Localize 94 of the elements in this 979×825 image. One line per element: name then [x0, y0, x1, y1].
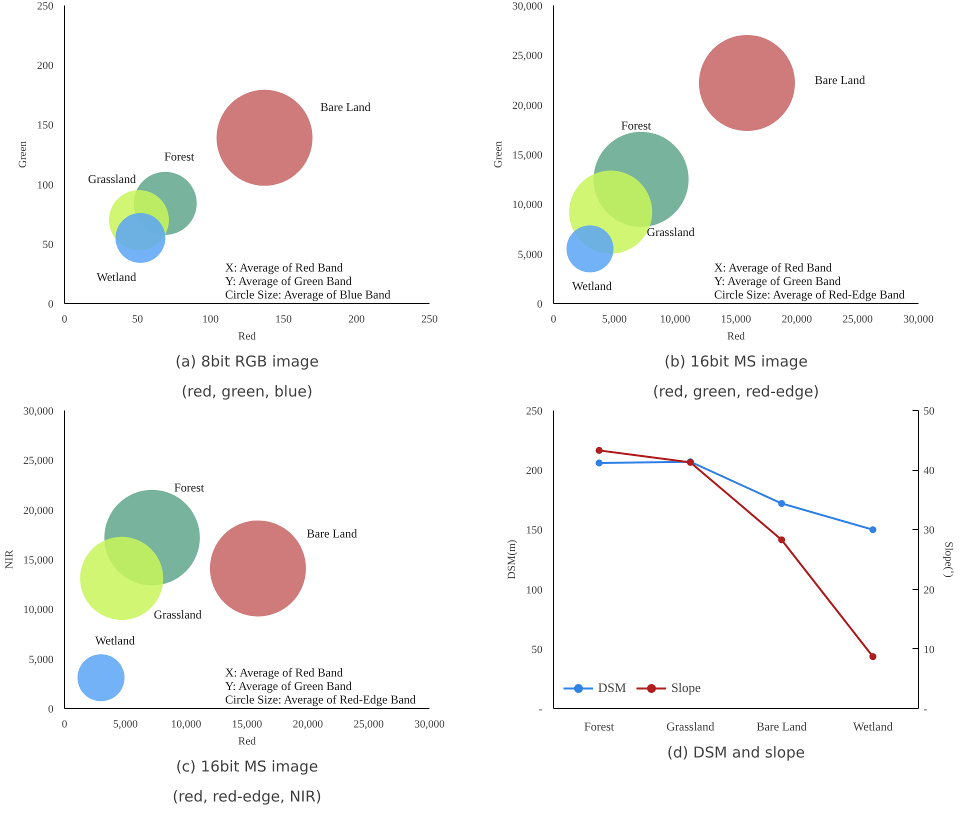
series-label: Forest [174, 480, 205, 495]
y-tick-label: - [538, 704, 543, 716]
y-tick-label: 30,000 [512, 0, 543, 12]
x-tick-label: 30,000 [414, 718, 446, 730]
series-label: Wetland [572, 278, 612, 293]
series-label: Grassland [88, 172, 136, 186]
x-tick-label: 250 [421, 314, 438, 326]
text: (red, green, blue) [181, 382, 313, 400]
series-label: Bare Land [320, 100, 371, 114]
x-tick-label: 200 [348, 314, 366, 326]
y-tick-label: 0 [537, 298, 543, 310]
x-tick-label: 10,000 [171, 718, 202, 730]
x-tick-label: 0 [550, 314, 557, 326]
series-label: Grassland [154, 607, 202, 622]
y-tick-label: 10,000 [512, 199, 543, 212]
legend-label: DSM [598, 680, 626, 696]
series-label: Bare Land [306, 526, 358, 540]
text: (d) DSM and slope [667, 744, 805, 762]
y2-tick-label: 50 [924, 406, 935, 418]
x-tick-label: 20,000 [782, 314, 812, 326]
x-tick-label: 5,000 [112, 718, 138, 730]
y-axis-title: Green [492, 140, 504, 168]
x-axis-title: Red [727, 330, 746, 342]
text: (a) 8bit RGB image [175, 352, 319, 370]
x-tick-label: 0 [62, 314, 68, 326]
x-tick-label: 30,000 [903, 314, 934, 326]
y-tick-label: 50 [532, 644, 543, 656]
y2-tick-label: 20 [924, 584, 935, 596]
y-tick-label: 30,000 [23, 406, 54, 418]
annotation: Y: Average of Green Band [714, 274, 841, 288]
x-tick-label: 25,000 [842, 314, 874, 326]
y-tick-label: 0 [48, 704, 54, 716]
y-tick-label: 50 [42, 238, 54, 251]
x-tick-label: 0 [62, 718, 68, 730]
text: (red, red-edge, NIR) [172, 788, 322, 806]
x-tick-label: 15,000 [232, 718, 263, 730]
y-tick-label: 15,000 [23, 554, 54, 566]
annotation: Circle Size: Average of Red-Edge Band [714, 288, 905, 302]
x-tick-label: 25,000 [354, 718, 384, 730]
annotation: X: Average of Red Band [225, 260, 343, 275]
y-tick-label: 150 [37, 120, 54, 132]
y-axis-title: Green [17, 140, 29, 168]
series-label: Forest [621, 118, 652, 132]
y-tick-label: 100 [37, 179, 54, 192]
y2-axis-title: Slope(˚) [942, 541, 954, 578]
series-label: Wetland [96, 270, 136, 284]
x-tick-label: 150 [275, 314, 292, 326]
text: (c) 16bit MS image [176, 758, 318, 776]
x-tick-label: Forest [584, 720, 615, 734]
text: (b) 16bit MS image [664, 352, 808, 370]
annotation: Circle Size: Average of Red-Edge Band [225, 692, 416, 707]
x-tick-label: 50 [132, 314, 144, 326]
x-tick-label: 20,000 [292, 718, 324, 730]
x-tick-label: 10,000 [660, 314, 691, 326]
legend-label: Slope [671, 680, 701, 696]
y-tick-label: 25,000 [512, 50, 543, 62]
x-tick-label: 15,000 [720, 314, 752, 326]
y-tick-label: 0 [48, 298, 54, 310]
y-tick-label: 250 [526, 406, 543, 418]
annotation: Circle Size: Average of Blue Band [225, 288, 391, 302]
y-tick-label: 200 [526, 465, 543, 478]
annotation: Y: Average of Green Band [225, 679, 352, 694]
y-tick-label: 20,000 [23, 504, 54, 517]
x-tick-label: 5,000 [602, 314, 628, 326]
series-label: Forest [164, 149, 195, 164]
y-tick-label: 25,000 [23, 455, 54, 468]
x-tick-label: Grassland [666, 720, 714, 734]
y-tick-label: 10,000 [23, 604, 54, 616]
y-tick-label: 20,000 [512, 100, 543, 112]
annotation: Y: Average of Green Band [225, 274, 352, 288]
series-label: Bare Land [814, 72, 866, 87]
text: (red, green, red-edge) [652, 382, 820, 400]
y-tick-label: 100 [526, 584, 543, 596]
series-label: Grassland [646, 225, 695, 240]
y-tick-label: 5,000 [518, 248, 543, 261]
y2-tick-label: 10 [924, 644, 935, 656]
series-label: Wetland [95, 634, 135, 648]
y2-tick-label: 40 [924, 465, 935, 478]
y-tick-label: 15,000 [512, 150, 543, 162]
x-axis-title: Red [238, 736, 256, 748]
x-axis-title: Red [238, 330, 256, 342]
annotation: X: Average of Red Band [225, 666, 343, 680]
y-axis-title: DSM(m) [506, 539, 518, 580]
annotation: X: Average of Red Band [714, 260, 832, 275]
y2-tick-label: - [924, 704, 928, 716]
y-tick-label: 200 [37, 60, 54, 72]
x-tick-label: Bare Land [756, 720, 807, 734]
y-axis-title: NIR [3, 549, 16, 569]
y-tick-label: 5,000 [28, 654, 54, 666]
x-tick-label: Wetland [853, 720, 893, 734]
y-tick-label: 150 [526, 524, 543, 537]
y-tick-label: 250 [37, 0, 54, 12]
x-tick-label: 100 [202, 314, 220, 326]
y2-tick-label: 30 [924, 524, 935, 537]
